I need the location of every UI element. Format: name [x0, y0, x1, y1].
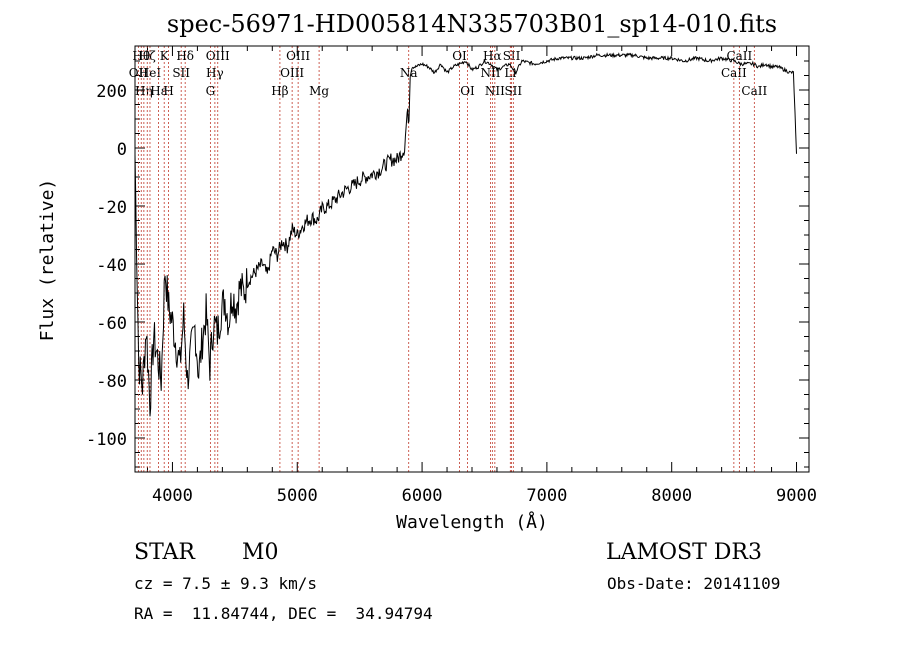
- y-tick-label: -60: [96, 314, 127, 334]
- x-tick-label: 9000: [776, 486, 817, 506]
- y-tick-label: -20: [96, 198, 127, 218]
- spectral-line-label: NII: [480, 66, 500, 80]
- y-tick-label: -80: [96, 372, 127, 392]
- spectral-line-label: Hβ: [271, 84, 288, 98]
- spectral-line-label: SII: [504, 84, 522, 98]
- x-tick-label: 4000: [152, 486, 193, 506]
- spectral-line-label: Hζ: [139, 49, 156, 63]
- x-tick-label: 5000: [277, 486, 318, 506]
- spectral-line-label: Hε: [150, 84, 167, 98]
- spectral-line-label: Na: [400, 66, 418, 80]
- x-tick-label: 6000: [402, 486, 443, 506]
- spectral-line-label: Hδ: [176, 49, 194, 63]
- y-tick-label: 0: [117, 140, 127, 160]
- spectral-line-label: HeI: [139, 66, 162, 80]
- y-axis-label: Flux (relative): [37, 179, 58, 342]
- object-type: STAR: [134, 540, 195, 565]
- spectral-line-label: SII: [503, 49, 521, 63]
- spectrum-line: [135, 52, 797, 417]
- spectral-line-label: Li: [504, 66, 516, 80]
- spectral-line-label: CaII: [721, 66, 747, 80]
- spectral-line-label: CaII: [741, 84, 767, 98]
- spectral-line-label: Mg: [309, 84, 329, 98]
- x-axis-label: Wavelength (Å): [396, 511, 548, 533]
- object-subclass: M0: [242, 540, 279, 565]
- spectral-line-label: Hγ: [206, 66, 224, 80]
- y-tick-label: -40: [96, 256, 127, 276]
- chart-title: spec-56971-HD005814N335703B01_sp14-010.f…: [167, 10, 777, 38]
- spectral-line-label: Hη: [135, 84, 153, 98]
- x-tick-label: 7000: [526, 486, 567, 506]
- obs-date: Obs-Date: 20141109: [607, 574, 781, 593]
- spectral-line-label: OI: [460, 84, 475, 98]
- spectral-line-label: OIII: [206, 49, 230, 63]
- redshift-cz: cz = 7.5 ± 9.3 km/s: [134, 574, 318, 593]
- spectral-line-label: H: [163, 84, 173, 98]
- spectral-line-label: K: [160, 49, 170, 63]
- spectral-line-label: G: [206, 84, 216, 98]
- spectral-line-label: OIII: [286, 49, 310, 63]
- spectral-line-label: NII: [485, 84, 505, 98]
- y-tick-label: -100: [86, 430, 127, 450]
- x-tick-label: 8000: [651, 486, 692, 506]
- spectral-line-label: OII: [129, 66, 149, 80]
- spectral-line-label: Hθ: [132, 49, 150, 63]
- survey-name: LAMOST DR3: [606, 540, 762, 565]
- plot-frame: [134, 45, 810, 473]
- spectral-line-label: Hα: [483, 49, 502, 63]
- y-tick-label: 200: [96, 82, 127, 102]
- coordinates: RA = 11.84744, DEC = 34.94794: [134, 604, 433, 623]
- spectral-line-label: OIII: [280, 66, 304, 80]
- spectral-line-label: SII: [172, 66, 190, 80]
- spectral-line-label: OI: [452, 49, 467, 63]
